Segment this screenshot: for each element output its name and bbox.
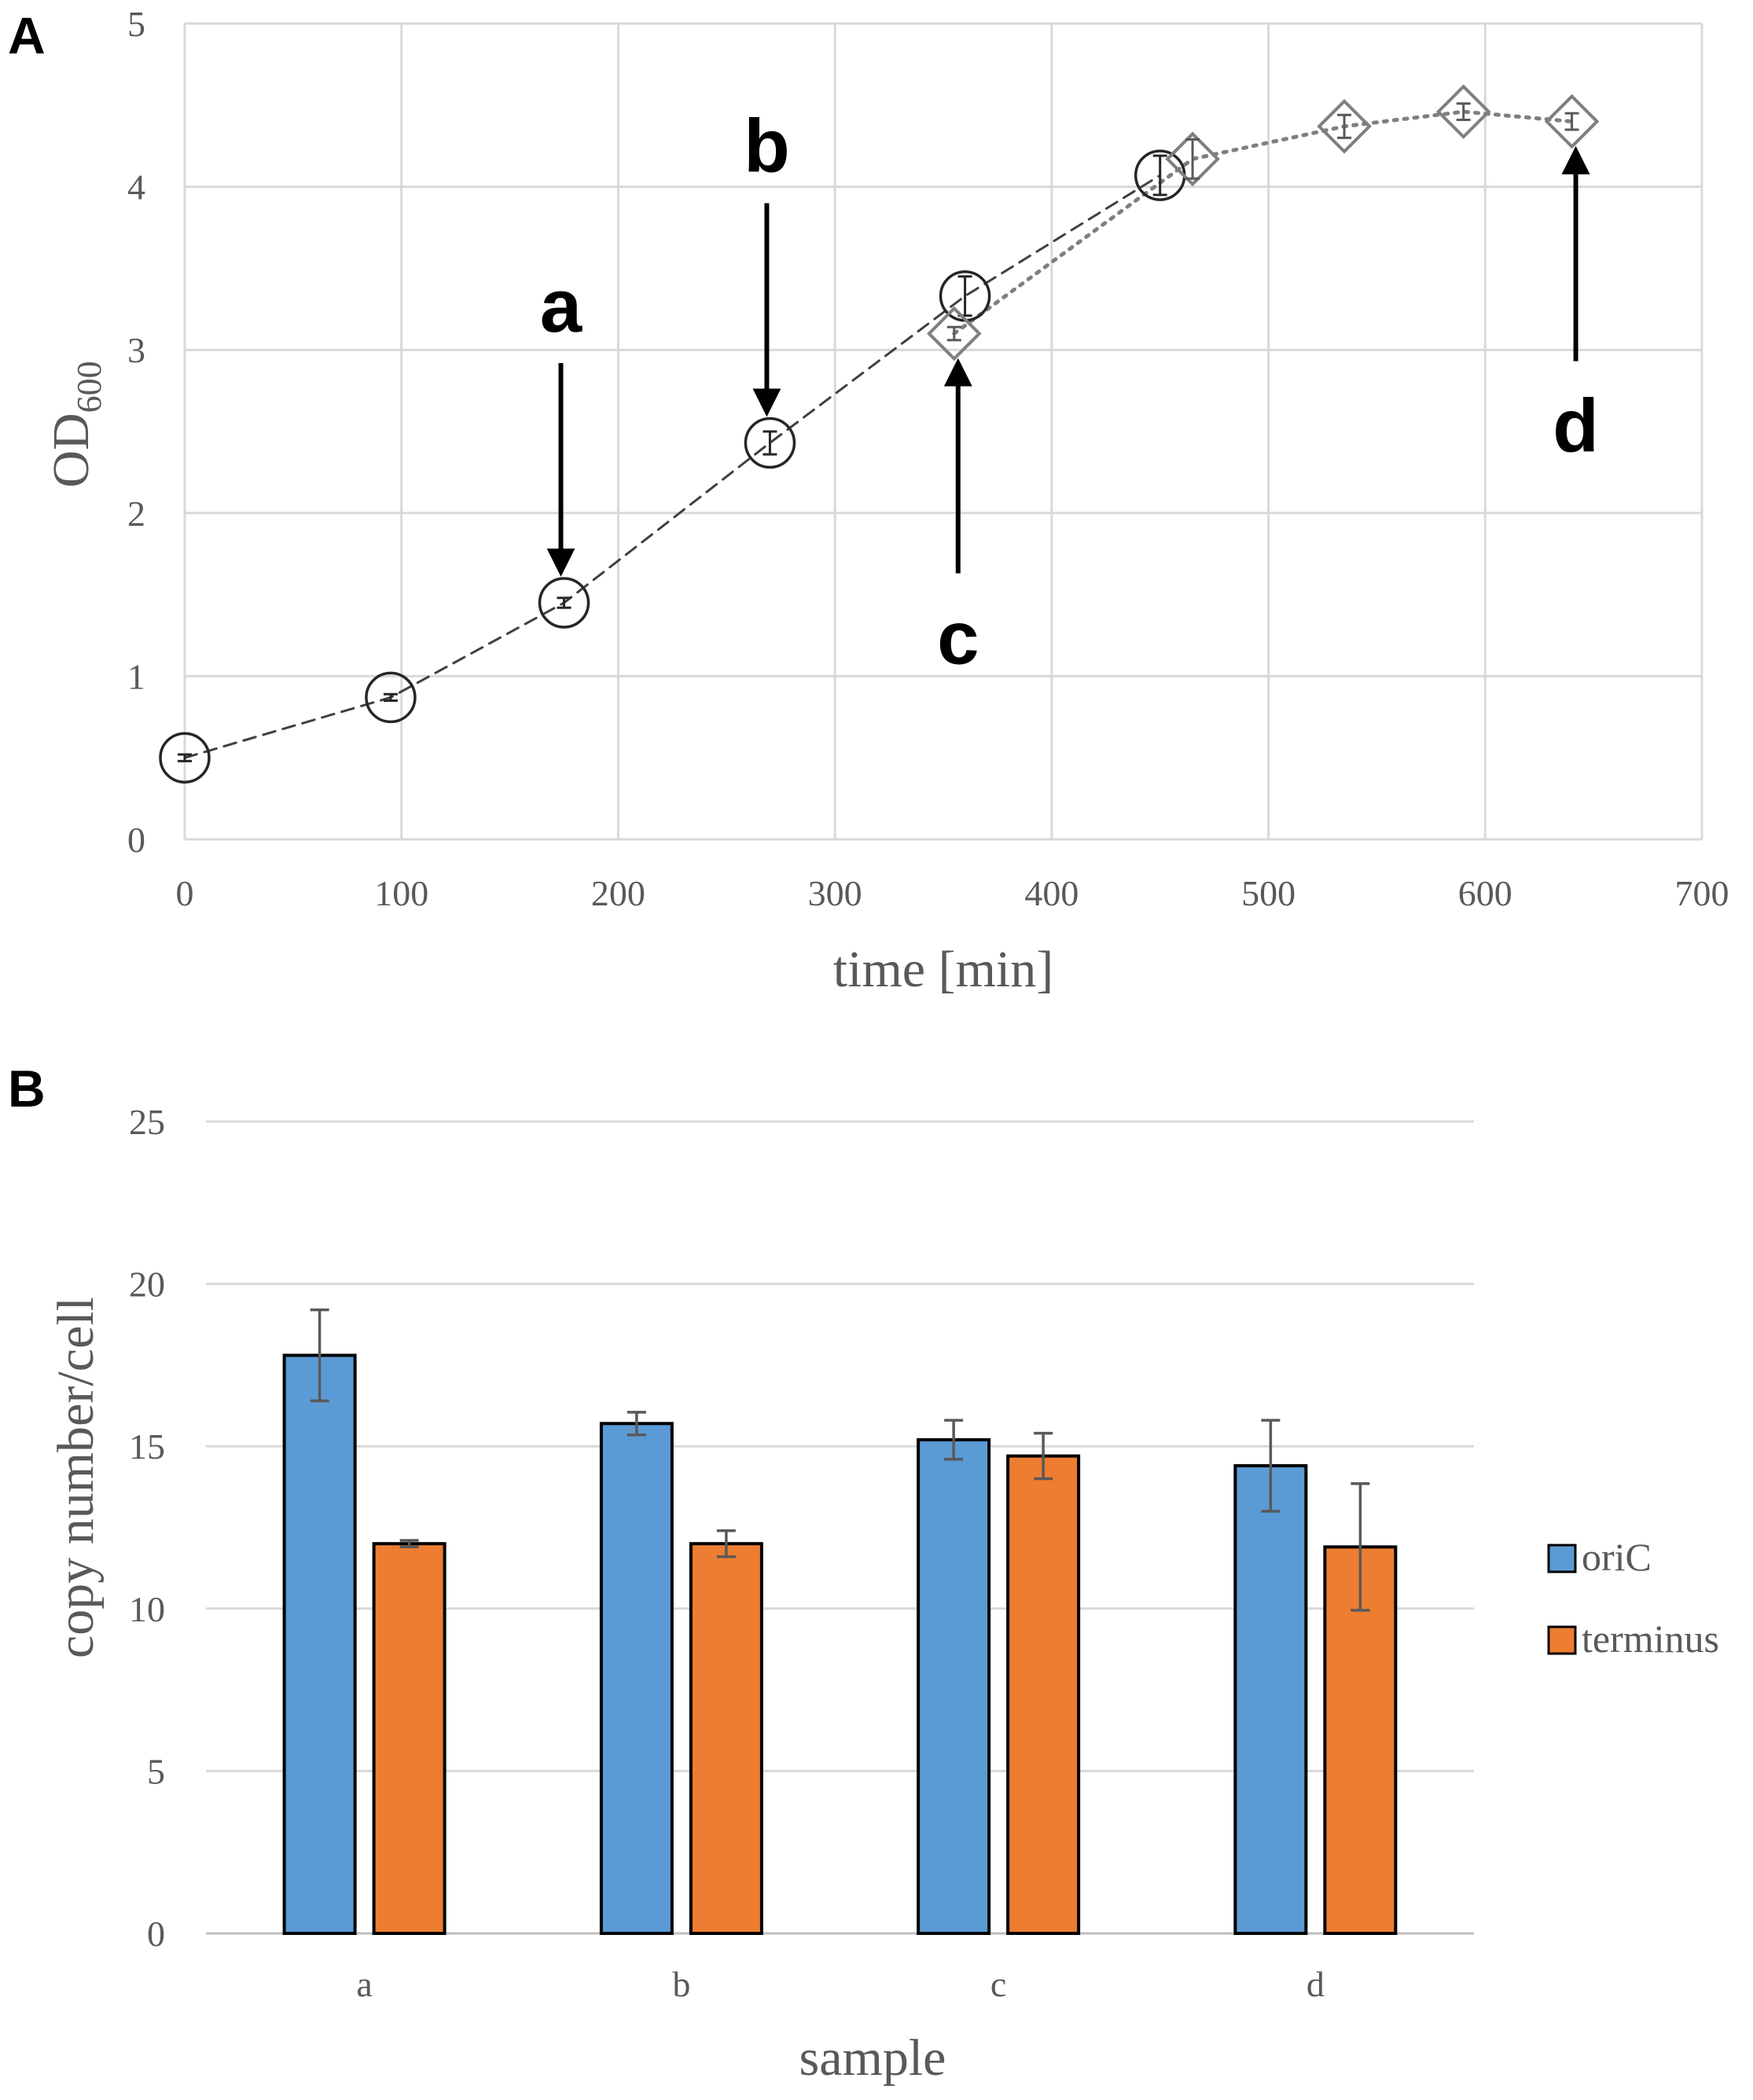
legend-label-oriC: oriC [1582,1535,1652,1579]
x-tick-label: 100 [374,873,428,913]
x-tick-label: d [1306,1964,1325,2004]
circle-marker [365,671,417,724]
x-tick-label: 0 [176,873,194,913]
growth-curve-points [159,84,1600,784]
y-tick-label: 5 [127,4,145,44]
diamond-marker [1317,98,1372,154]
y-tick-label: 25 [129,1102,165,1142]
x-tick-label: 300 [808,873,862,913]
y-tick-label: 5 [147,1751,165,1791]
y-axis-title-subscript: 600 [70,361,108,413]
y-tick-label: 0 [147,1914,165,1954]
y-tick-label: 15 [129,1426,165,1467]
terminus-bar-b [689,1542,763,1936]
growth-curve-y-tick-labels: 0 1 2 3 4 5 [127,4,145,860]
annotation-label-c: c [937,596,979,680]
y-tick-label: 4 [127,167,145,207]
y-tick-label: 0 [127,820,145,860]
growth-curve-chart: 0 1 2 3 4 5 0 100 200 300 400 500 600 700 a b c d time … [42,4,1729,998]
annotation-label-d: d [1553,384,1599,468]
circles-series-line [183,174,1162,759]
annotation-label-b: b [744,105,790,189]
growth-curve-gridlines [183,22,1703,841]
terminus-bar-a [372,1542,447,1936]
x-tick-label: 700 [1675,873,1729,913]
y-axis-title-copy-number: copy number/cell [47,1297,105,1658]
growth-curve-annotations: a b c d [540,105,1599,681]
x-tick-label: 400 [1024,873,1079,913]
terminus-bar-c [1006,1454,1081,1935]
x-tick-label: a [356,1964,372,2004]
circle-marker [159,732,211,784]
diamond-marker [1435,84,1491,139]
annotation-label-a: a [540,264,582,348]
x-tick-label: 600 [1458,873,1512,913]
y-tick-label: 3 [127,330,145,370]
growth-curve-lines [183,109,1575,759]
x-axis-title-sample: sample [799,2029,946,2087]
circle-marker [744,417,796,469]
y-axis-title-od600: OD600 [42,361,108,487]
x-tick-label: b [672,1964,690,2004]
copy-number-chart: 0 5 10 15 20 25 a b c d oriC terminus sample copy… [47,1102,1719,2087]
y-tick-label: 10 [129,1589,165,1629]
y-tick-label: 1 [127,656,145,696]
y-axis-title-od: OD [42,413,100,487]
panel-b-label: B [8,1059,46,1118]
copy-number-bars [282,1308,1398,1936]
legend-swatch-terminus [1547,1625,1577,1655]
y-tick-label: 2 [127,494,145,534]
oriC-bar-a [282,1353,357,1935]
diamonds-series-line [952,109,1575,336]
copy-number-legend[interactable]: oriC terminus [1547,1535,1719,1661]
copy-number-y-tick-labels: 0 5 10 15 20 25 [129,1102,165,1954]
x-tick-label: 200 [591,873,645,913]
oriC-bar-c [917,1437,991,1936]
panel-a-label: A [8,6,46,64]
copy-number-x-tick-labels: a b c d [356,1964,1324,2004]
y-tick-label: 20 [129,1265,165,1305]
diamond-marker [1165,131,1220,187]
oriC-bar-d [1233,1463,1308,1935]
legend-label-terminus: terminus [1582,1617,1719,1661]
legend-swatch-oriC [1547,1544,1577,1573]
x-tick-label: c [990,1964,1006,2004]
x-axis-title-time: time [min] [833,941,1053,998]
circle-marker [538,577,590,629]
oriC-bar-b [599,1422,674,1935]
growth-curve-x-tick-labels: 0 100 200 300 400 500 600 700 [176,873,1729,913]
x-tick-label: 500 [1241,873,1295,913]
